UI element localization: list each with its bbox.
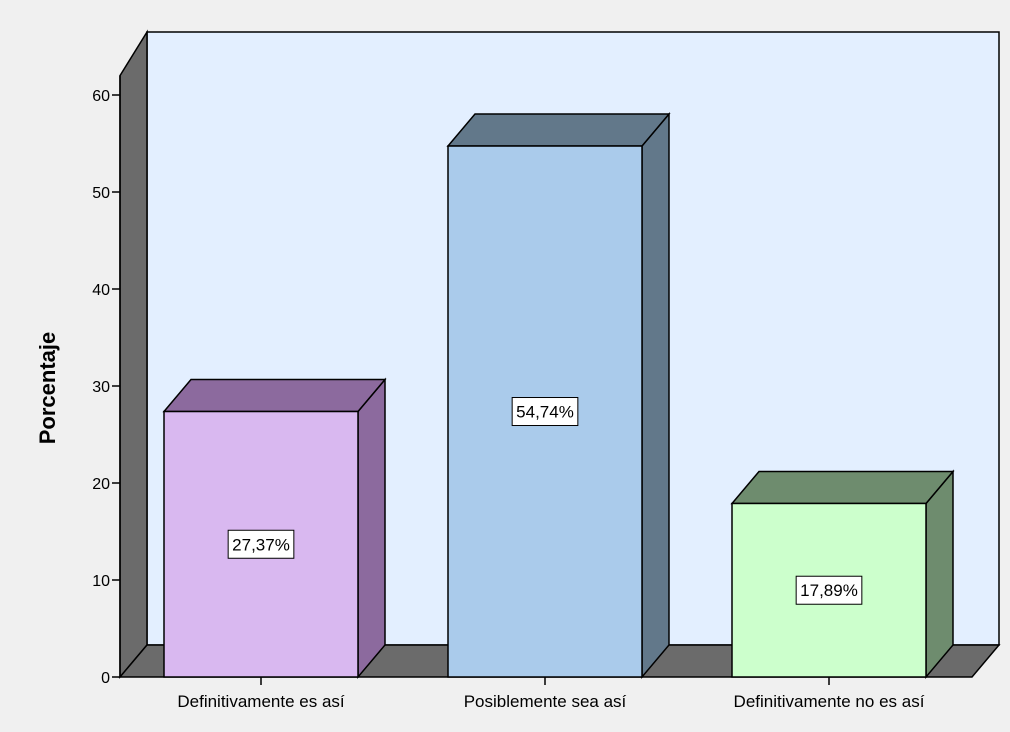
y-axis: 0 10 20 30 40 50 60 [92, 75, 121, 687]
y-axis-title: Porcentaje [35, 332, 60, 445]
x-category-label: Definitivamente no es así [734, 692, 925, 711]
y-tick-label: 50 [92, 185, 110, 202]
bar-top-face [446, 113, 671, 147]
bar-side-face [641, 111, 670, 680]
y-tick-label: 60 [92, 88, 110, 105]
plot-left-wall [119, 29, 148, 680]
y-tick-label: 0 [101, 670, 110, 687]
bar-side-face [357, 377, 386, 680]
data-label-box [795, 575, 863, 605]
bar-top-face [162, 378, 387, 413]
data-label-box [511, 397, 579, 427]
data-label-box [227, 529, 295, 559]
bar-side-face [925, 469, 954, 680]
y-tick-label: 40 [92, 282, 110, 299]
x-category-label: Definitivamente es así [177, 692, 345, 711]
y-tick-label: 20 [92, 476, 110, 493]
bars-group: 27,37% 54,74% 17,89% [162, 111, 955, 680]
x-category-label: Posiblemente sea así [464, 692, 627, 711]
data-label: 54,74% [516, 403, 574, 422]
y-tick-label: 30 [92, 379, 110, 396]
y-tick-label: 10 [92, 573, 110, 590]
data-label: 27,37% [232, 535, 290, 554]
bar-top-face [730, 470, 955, 505]
x-axis-categories: Definitivamente es así Posiblemente sea a… [177, 677, 925, 711]
data-label: 17,89% [800, 581, 858, 600]
